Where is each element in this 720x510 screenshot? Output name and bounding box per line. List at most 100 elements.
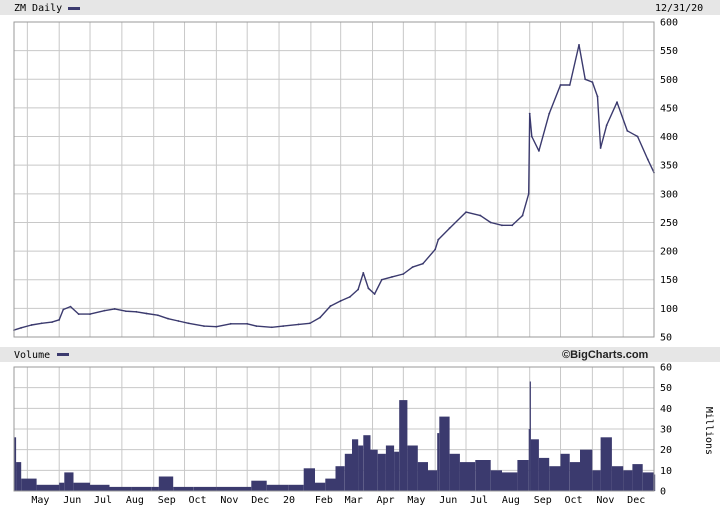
price-point xyxy=(77,313,80,315)
volume-y-axis: 0 10 20 30 40 50 60 xyxy=(660,363,672,498)
volume-series xyxy=(14,381,656,491)
price-y-tick-label: 50 xyxy=(660,333,672,344)
price-point xyxy=(246,322,249,325)
price-point xyxy=(448,227,451,230)
volume-bar xyxy=(394,451,400,491)
price-point xyxy=(489,221,492,224)
price-y-tick-label: 450 xyxy=(660,103,678,114)
price-point xyxy=(125,310,127,313)
price-point xyxy=(329,305,332,307)
x-tick-label: Jul xyxy=(94,495,112,506)
price-point xyxy=(373,293,376,295)
price-point xyxy=(215,325,218,328)
volume-bar xyxy=(335,466,345,491)
price-point xyxy=(402,273,405,275)
price-point xyxy=(479,214,482,217)
volume-y-tick-label: 50 xyxy=(660,383,672,394)
price-point xyxy=(270,326,273,329)
x-tick-label: Sep xyxy=(158,495,176,506)
x-tick-label: Dec xyxy=(251,495,269,506)
price-point xyxy=(434,248,437,251)
price-point xyxy=(538,149,540,152)
price-panel: 50 100 150 200 250 300 350 400 450 500 550 600 xyxy=(13,18,678,344)
volume-bar xyxy=(475,460,491,491)
price-point xyxy=(626,129,629,132)
price-point xyxy=(187,322,190,325)
price-line xyxy=(13,44,655,331)
volume-bar xyxy=(251,480,267,491)
volume-bar xyxy=(216,486,242,491)
price-point xyxy=(616,101,618,104)
x-tick-label: Nov xyxy=(220,495,238,506)
volume-bar xyxy=(517,460,529,491)
x-tick-label: Apr xyxy=(377,495,395,506)
volume-bar xyxy=(449,453,460,491)
volume-bar xyxy=(592,470,601,491)
volume-bar xyxy=(90,484,110,491)
price-point xyxy=(89,313,91,315)
price-point xyxy=(465,211,467,214)
volume-bar xyxy=(439,416,450,491)
x-tick-label: May xyxy=(31,495,49,506)
price-gridlines xyxy=(14,21,654,338)
x-tick-label: Jun xyxy=(439,495,457,506)
price-point xyxy=(559,84,562,86)
volume-bar xyxy=(303,468,315,491)
volume-bar xyxy=(642,472,654,491)
volume-bar xyxy=(21,478,37,491)
price-point xyxy=(308,322,311,325)
price-y-tick-label: 200 xyxy=(660,247,678,258)
x-tick-label: Feb xyxy=(315,495,333,506)
bigcharts-logo: ©BigCharts.com xyxy=(562,349,649,361)
volume-bar xyxy=(569,462,581,491)
price-point xyxy=(357,288,360,291)
volume-y-tick-label: 10 xyxy=(660,466,672,477)
price-point xyxy=(584,78,587,81)
volume-bar xyxy=(530,439,539,491)
price-point xyxy=(605,124,608,126)
price-y-tick-label: 350 xyxy=(660,161,678,172)
volume-bar xyxy=(611,466,624,491)
price-point xyxy=(367,287,370,290)
x-tick-label: 20 xyxy=(283,495,295,506)
price-point xyxy=(62,308,65,311)
price-point xyxy=(421,262,424,265)
price-y-tick-label: 500 xyxy=(660,75,678,86)
x-tick-label: May xyxy=(407,495,425,506)
price-point xyxy=(156,314,159,317)
price-point xyxy=(51,321,53,324)
volume-bar xyxy=(370,449,378,491)
volume-bar xyxy=(36,484,60,491)
volume-bar xyxy=(241,486,252,491)
price-point xyxy=(255,325,258,328)
volume-bar xyxy=(14,437,17,491)
volume-bar xyxy=(459,462,476,491)
volume-bar xyxy=(73,482,90,491)
x-axis: May Jun Jul Aug Sep Oct Nov Dec 20 Feb Mar Apr May Ju… xyxy=(31,495,645,506)
volume-bar xyxy=(538,457,550,491)
price-point xyxy=(596,95,599,98)
price-point xyxy=(599,147,602,149)
price-point xyxy=(548,112,551,115)
price-point xyxy=(69,305,72,308)
price-y-tick-label: 550 xyxy=(660,46,678,57)
volume-bar xyxy=(529,381,531,491)
volume-bar xyxy=(358,445,364,491)
volume-label: Volume xyxy=(14,350,50,361)
price-point xyxy=(339,300,342,302)
price-point xyxy=(30,324,33,326)
volume-bar xyxy=(64,472,74,491)
price-point xyxy=(411,266,414,269)
price-point xyxy=(501,224,503,227)
volume-bar xyxy=(352,439,359,491)
price-point xyxy=(437,238,440,241)
volume-legend-swatch xyxy=(57,353,69,356)
price-point xyxy=(177,320,180,322)
volume-bar xyxy=(325,478,336,491)
x-tick-label: Jul xyxy=(470,495,488,506)
volume-bar xyxy=(549,466,561,491)
price-point xyxy=(135,310,138,313)
volume-bar xyxy=(288,484,304,491)
volume-bar xyxy=(377,453,386,491)
